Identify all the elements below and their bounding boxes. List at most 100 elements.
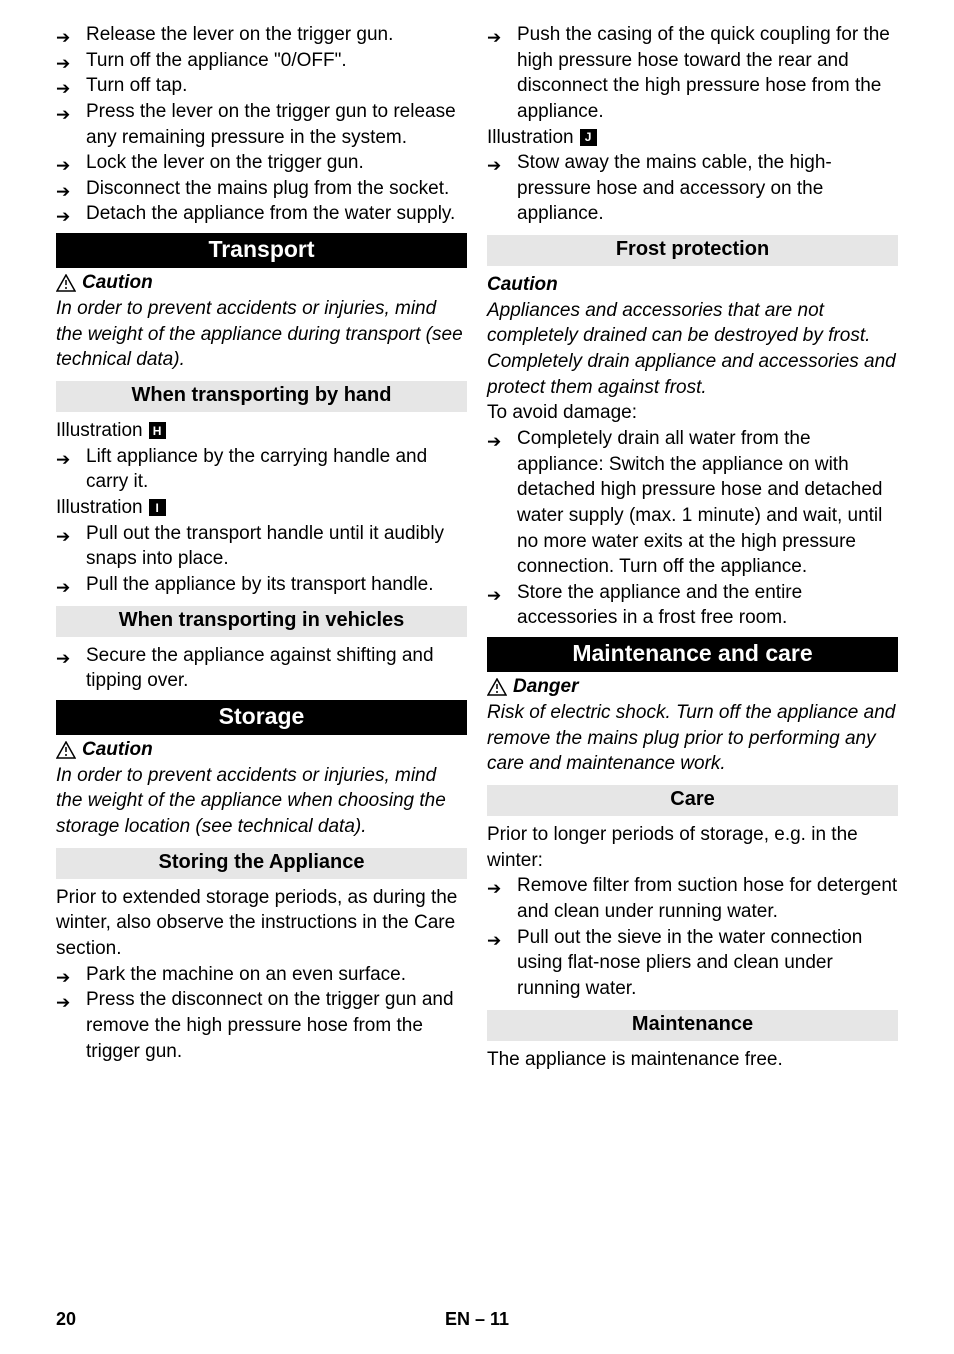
columns: ➔ Release the lever on the trigger gun. ➔…: [56, 22, 898, 1072]
footer-center: EN – 11: [56, 1309, 898, 1330]
heading-by-hand: When transporting by hand: [56, 381, 467, 412]
list-item: ➔ Push the casing of the quick coupling f…: [487, 22, 898, 125]
list-care: ➔ Remove filter from suction hose for det…: [487, 873, 898, 1001]
list-text: Push the casing of the quick coupling fo…: [517, 22, 898, 125]
list-top-right: ➔ Push the casing of the quick coupling f…: [487, 22, 898, 125]
heading-maintenance-care: Maintenance and care: [487, 637, 898, 672]
arrow-icon: ➔: [56, 992, 70, 1015]
list-item: ➔ Release the lever on the trigger gun.: [56, 22, 467, 48]
list-I: ➔ Pull out the transport handle until it …: [56, 521, 467, 598]
list-storing: ➔ Park the machine on an even surface. ➔ P…: [56, 962, 467, 1065]
list-item: ➔ Turn off tap.: [56, 73, 467, 99]
arrow-icon: ➔: [487, 930, 501, 953]
list-item: ➔ Disconnect the mains plug from the sock…: [56, 176, 467, 202]
arrow-icon: ➔: [56, 27, 70, 50]
illustration-ref: H: [149, 422, 166, 439]
caution-label: Caution: [487, 272, 898, 298]
caution-line: Caution: [56, 272, 467, 294]
heading-storing-appliance: Storing the Appliance: [56, 848, 467, 879]
page: ➔ Release the lever on the trigger gun. ➔…: [0, 0, 954, 1354]
list-text: Turn off the appliance "0/OFF".: [86, 48, 347, 74]
list-text: Detach the appliance from the water supp…: [86, 201, 455, 227]
list-item: ➔ Press the disconnect on the trigger gun…: [56, 987, 467, 1064]
heading-storage: Storage: [56, 700, 467, 735]
illustration-line: Illustration H: [56, 418, 467, 444]
arrow-icon: ➔: [56, 648, 70, 671]
care-para: Prior to longer periods of storage, e.g.…: [487, 822, 898, 873]
caution-label: Caution: [82, 272, 153, 294]
heading-transport: Transport: [56, 233, 467, 268]
list-text: Pull out the sieve in the water connecti…: [517, 925, 898, 1002]
list-text: Park the machine on an even surface.: [86, 962, 406, 988]
list-item: ➔ Pull the appliance by its transport han…: [56, 572, 467, 598]
list-text: Completely drain all water from the appl…: [517, 426, 898, 580]
arrow-icon: ➔: [56, 104, 70, 127]
list-text: Lock the lever on the trigger gun.: [86, 150, 364, 176]
illustration-label: Illustration: [56, 418, 143, 444]
arrow-icon: ➔: [487, 27, 501, 50]
page-footer: 20 EN – 11: [56, 1309, 898, 1330]
avoid-damage-label: To avoid damage:: [487, 400, 898, 426]
illustration-ref: I: [149, 499, 166, 516]
list-item: ➔ Turn off the appliance "0/OFF".: [56, 48, 467, 74]
arrow-icon: ➔: [487, 431, 501, 454]
arrow-icon: ➔: [56, 155, 70, 178]
heading-maintenance: Maintenance: [487, 1010, 898, 1041]
illustration-label: Illustration: [56, 495, 143, 521]
list-item: ➔ Secure the appliance against shifting a…: [56, 643, 467, 694]
caution-label: Caution: [82, 739, 153, 761]
heading-care: Care: [487, 785, 898, 816]
caution-text: In order to prevent accidents or injurie…: [56, 296, 467, 373]
heading-frost: Frost protection: [487, 235, 898, 266]
list-text: Secure the appliance against shifting an…: [86, 643, 467, 694]
list-H: ➔Lift appliance by the carrying handle a…: [56, 444, 467, 495]
caution-text: Appliances and accessories that are not …: [487, 298, 898, 401]
list-item: ➔ Park the machine on an even surface.: [56, 962, 467, 988]
arrow-icon: ➔: [56, 526, 70, 549]
list-vehicles: ➔ Secure the appliance against shifting a…: [56, 643, 467, 694]
list-item: ➔ Lock the lever on the trigger gun.: [56, 150, 467, 176]
list-item: ➔ Remove filter from suction hose for det…: [487, 873, 898, 924]
arrow-icon: ➔: [487, 585, 501, 608]
danger-label: Danger: [513, 676, 578, 698]
arrow-icon: ➔: [56, 577, 70, 600]
left-column: ➔ Release the lever on the trigger gun. ➔…: [56, 22, 467, 1072]
list-text: Pull out the transport handle until it a…: [86, 521, 467, 572]
list-frost: ➔ Completely drain all water from the app…: [487, 426, 898, 631]
illustration-label: Illustration: [487, 125, 574, 151]
list-text: Remove filter from suction hose for dete…: [517, 873, 898, 924]
arrow-icon: ➔: [56, 967, 70, 990]
maintenance-para: The appliance is maintenance free.: [487, 1047, 898, 1073]
list-text: Turn off tap.: [86, 73, 187, 99]
arrow-icon: ➔: [487, 878, 501, 901]
danger-text: Risk of electric shock. Turn off the app…: [487, 700, 898, 777]
arrow-icon: ➔: [56, 181, 70, 204]
caution-line: Caution: [56, 739, 467, 761]
list-text: Release the lever on the trigger gun.: [86, 22, 393, 48]
arrow-icon: ➔: [56, 78, 70, 101]
list-text: Stow away the mains cable, the high-pres…: [517, 150, 898, 227]
list-item: ➔Lift appliance by the carrying handle a…: [56, 444, 467, 495]
caution-text: In order to prevent accidents or injurie…: [56, 763, 467, 840]
list-item: ➔ Detach the appliance from the water sup…: [56, 201, 467, 227]
arrow-icon: ➔: [56, 206, 70, 229]
heading-in-vehicles: When transporting in vehicles: [56, 606, 467, 637]
list-text: Press the disconnect on the trigger gun …: [86, 987, 467, 1064]
list-J: ➔ Stow away the mains cable, the high-pre…: [487, 150, 898, 227]
list-item: ➔ Pull out the sieve in the water connect…: [487, 925, 898, 1002]
list-text: Disconnect the mains plug from the socke…: [86, 176, 449, 202]
storing-para: Prior to extended storage periods, as du…: [56, 885, 467, 962]
list-text: Lift appliance by the carrying handle an…: [86, 444, 467, 495]
danger-line: Danger: [487, 676, 898, 698]
list-item: ➔ Stow away the mains cable, the high-pre…: [487, 150, 898, 227]
list-item: ➔ Pull out the transport handle until it …: [56, 521, 467, 572]
arrow-icon: ➔: [487, 155, 501, 178]
list-item: ➔Press the lever on the trigger gun to r…: [56, 99, 467, 150]
list-text: Pull the appliance by its transport hand…: [86, 572, 434, 598]
list-item: ➔Store the appliance and the entire acce…: [487, 580, 898, 631]
warning-icon: [56, 274, 76, 292]
list-item: ➔ Completely drain all water from the app…: [487, 426, 898, 580]
arrow-icon: ➔: [56, 53, 70, 76]
illustration-ref: J: [580, 129, 597, 146]
right-column: ➔ Push the casing of the quick coupling f…: [487, 22, 898, 1072]
